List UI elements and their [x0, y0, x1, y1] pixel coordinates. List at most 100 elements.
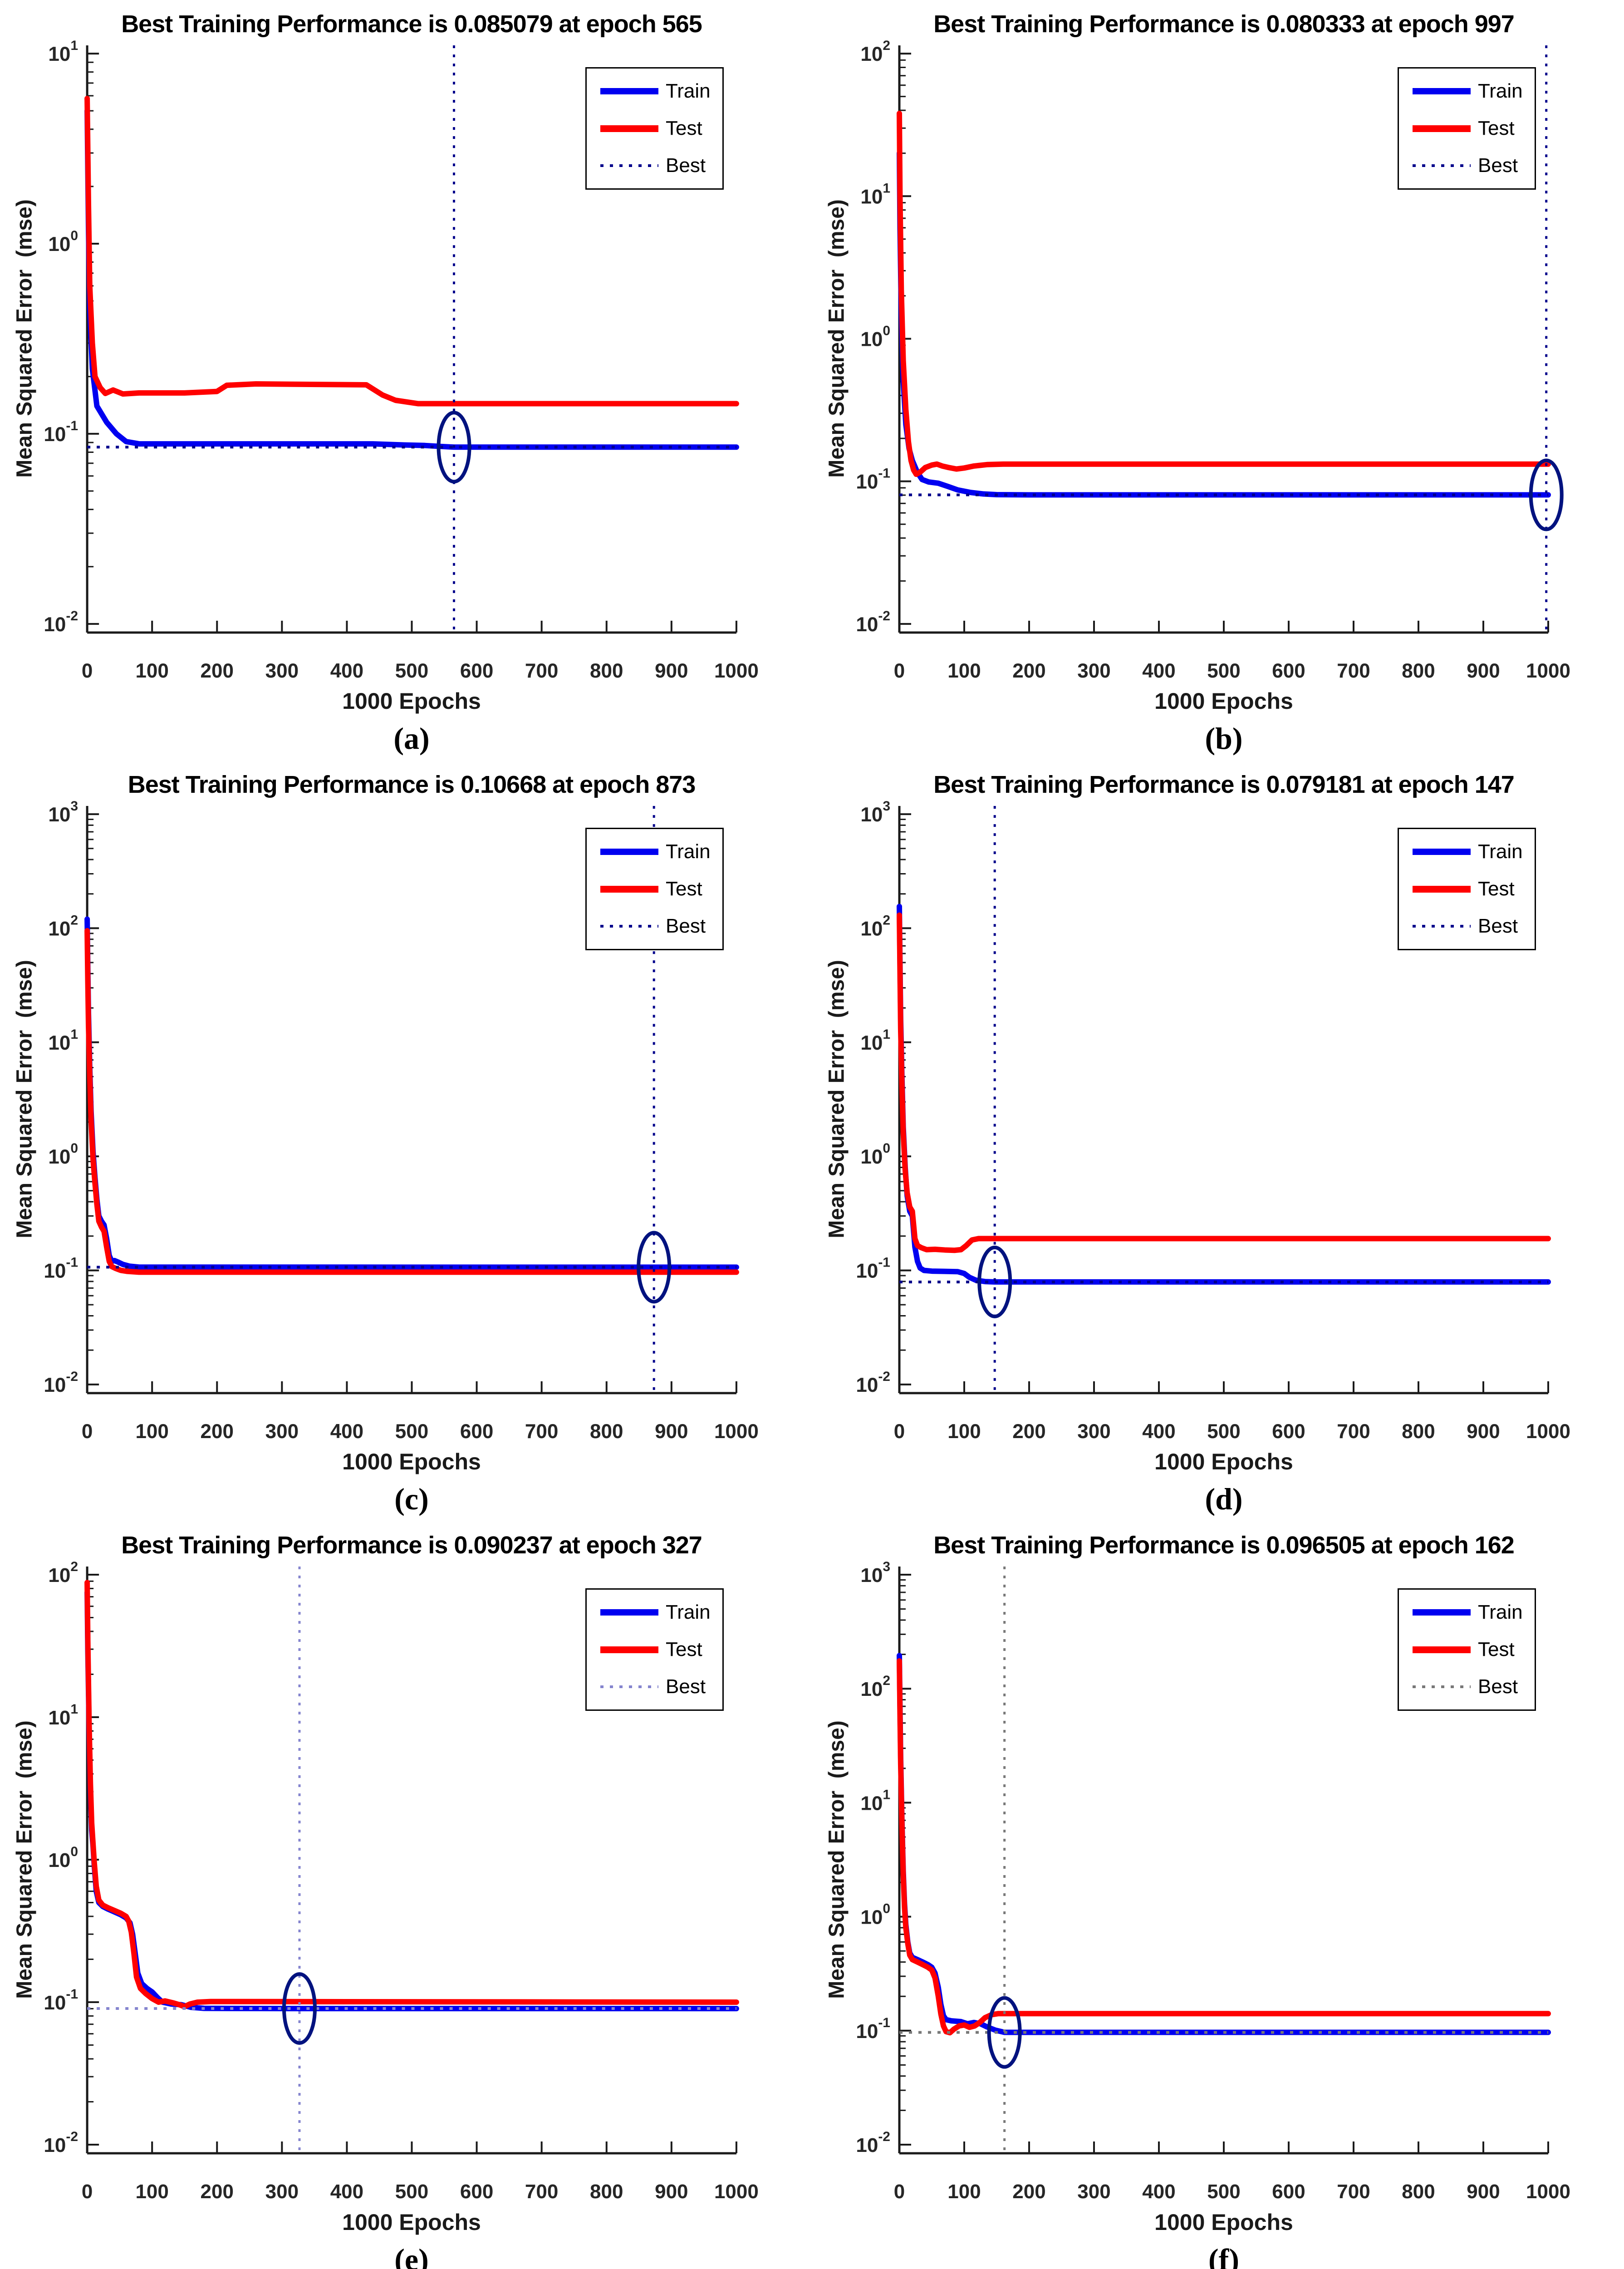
svg-text:10-1: 10-1 — [44, 418, 78, 446]
performance-panel-d: 10-2 10-1 100 101 102 103 0 100 200 300 400 500 600 7… — [812, 761, 1624, 1521]
train-line-swatch — [1413, 88, 1471, 94]
svg-text:600: 600 — [1272, 2181, 1305, 2203]
svg-text:500: 500 — [395, 660, 428, 682]
svg-text:1000: 1000 — [714, 660, 759, 682]
svg-text:100: 100 — [135, 2181, 168, 2203]
svg-text:100: 100 — [48, 1844, 78, 1871]
svg-text:100: 100 — [860, 1141, 890, 1168]
svg-text:0: 0 — [894, 1420, 905, 1443]
svg-text:10-2: 10-2 — [856, 1369, 890, 1396]
legend-entry-train: Train — [600, 842, 711, 862]
train-line-swatch — [600, 88, 658, 94]
legend: Train Test Best — [1398, 67, 1536, 190]
y-axis-label: Mean Squared Error (mse) — [12, 960, 37, 1238]
svg-text:0: 0 — [894, 2181, 905, 2203]
svg-text:10-1: 10-1 — [856, 2015, 890, 2043]
best-line-swatch — [1413, 925, 1471, 928]
performance-panel-a: 10-2 10-1 100 101 0 100 200 300 400 500 600 700 800 9… — [0, 0, 812, 761]
svg-text:500: 500 — [1207, 2181, 1240, 2203]
test-line-swatch — [1413, 1646, 1471, 1653]
legend-label-test: Test — [1478, 1638, 1515, 1660]
legend-label-train: Train — [666, 840, 711, 863]
mse-chart-svg-d: 10-2 10-1 100 101 102 103 0 100 200 300 400 500 600 7… — [856, 799, 1570, 1443]
performance-panel-f: 10-2 10-1 100 101 102 103 0 100 200 300 400 500 600 7… — [812, 1521, 1624, 2269]
svg-text:400: 400 — [1142, 1420, 1175, 1443]
svg-text:1000: 1000 — [1526, 2181, 1570, 2203]
svg-text:600: 600 — [460, 660, 493, 682]
svg-text:10-2: 10-2 — [856, 2129, 890, 2156]
svg-text:0: 0 — [82, 1420, 93, 1443]
svg-text:200: 200 — [1012, 1420, 1045, 1443]
legend-label-test: Test — [666, 878, 702, 900]
mse-chart-svg-a: 10-2 10-1 100 101 0 100 200 300 400 500 600 700 800 9… — [44, 38, 759, 682]
svg-text:900: 900 — [655, 1420, 688, 1443]
legend-label-best: Best — [1478, 154, 1518, 177]
legend: Train Test Best — [585, 67, 724, 190]
svg-text:300: 300 — [265, 660, 299, 682]
svg-text:900: 900 — [1467, 1420, 1500, 1443]
y-axis-label: Mean Squared Error (mse) — [12, 199, 37, 478]
panel-letter: (e) — [394, 2242, 429, 2269]
svg-text:100: 100 — [947, 2181, 981, 2203]
svg-text:101: 101 — [48, 1027, 78, 1054]
svg-text:101: 101 — [860, 1027, 890, 1054]
panel-letter: (f) — [1208, 2242, 1239, 2269]
legend: Train Test Best — [1398, 1588, 1536, 1711]
svg-text:0: 0 — [894, 660, 905, 682]
svg-text:100: 100 — [48, 1141, 78, 1168]
train-line-swatch — [1413, 1609, 1471, 1616]
x-axis-label: 1000 Epochs — [342, 688, 481, 714]
svg-text:800: 800 — [1402, 2181, 1435, 2203]
legend-label-train: Train — [666, 1601, 711, 1623]
svg-text:200: 200 — [1012, 660, 1045, 682]
legend-entry-test: Test — [1413, 118, 1523, 138]
panel-title: Best Training Performance is 0.079181 at… — [933, 771, 1515, 798]
svg-text:900: 900 — [655, 2181, 688, 2203]
panel-title: Best Training Performance is 0.080333 at… — [933, 10, 1515, 38]
svg-text:100: 100 — [860, 1901, 890, 1929]
svg-text:103: 103 — [860, 799, 890, 826]
panel-title: Best Training Performance is 0.096505 at… — [933, 1532, 1515, 1559]
svg-text:800: 800 — [1402, 1420, 1435, 1443]
panel-letter: (b) — [1205, 721, 1243, 756]
mse-chart-svg-f: 10-2 10-1 100 101 102 103 0 100 200 300 400 500 600 7… — [856, 1559, 1570, 2203]
svg-text:700: 700 — [525, 660, 558, 682]
legend-label-best: Best — [666, 915, 706, 937]
svg-text:100: 100 — [48, 228, 78, 255]
svg-text:10-2: 10-2 — [856, 609, 890, 636]
svg-text:700: 700 — [1337, 1420, 1370, 1443]
svg-text:300: 300 — [1077, 1420, 1110, 1443]
svg-text:0: 0 — [82, 660, 93, 682]
svg-text:700: 700 — [1337, 660, 1370, 682]
legend-entry-best: Best — [600, 156, 711, 176]
svg-text:10-2: 10-2 — [44, 1369, 78, 1396]
svg-text:100: 100 — [947, 660, 981, 682]
svg-text:10-1: 10-1 — [44, 1987, 78, 2014]
panel-letter: (c) — [394, 1482, 429, 1516]
svg-text:10-1: 10-1 — [856, 1255, 890, 1282]
performance-panel-c: 10-2 10-1 100 101 102 103 0 100 200 300 400 500 600 7… — [0, 761, 812, 1521]
svg-text:300: 300 — [265, 2181, 299, 2203]
panel-title: Best Training Performance is 0.10668 at … — [128, 771, 696, 798]
legend-entry-train: Train — [600, 1602, 711, 1622]
svg-text:100: 100 — [860, 323, 890, 350]
test-line-swatch — [600, 885, 658, 893]
svg-text:102: 102 — [860, 1673, 890, 1700]
svg-text:10-1: 10-1 — [44, 1255, 78, 1282]
x-axis-label: 1000 Epochs — [342, 1449, 481, 1474]
svg-text:0: 0 — [82, 2181, 93, 2203]
legend-entry-train: Train — [1413, 842, 1523, 862]
svg-text:500: 500 — [1207, 660, 1240, 682]
svg-text:600: 600 — [460, 1420, 493, 1443]
svg-text:103: 103 — [860, 1559, 890, 1586]
best-line-swatch — [600, 925, 658, 928]
best-line-swatch — [1413, 164, 1471, 167]
legend-entry-best: Best — [600, 916, 711, 936]
svg-text:900: 900 — [1467, 2181, 1500, 2203]
svg-text:10-2: 10-2 — [44, 609, 78, 636]
test-line-swatch — [600, 1646, 658, 1653]
svg-text:900: 900 — [1467, 660, 1500, 682]
svg-text:800: 800 — [1402, 660, 1435, 682]
train-line-swatch — [600, 1609, 658, 1616]
panel-title: Best Training Performance is 0.090237 at… — [121, 1532, 702, 1559]
